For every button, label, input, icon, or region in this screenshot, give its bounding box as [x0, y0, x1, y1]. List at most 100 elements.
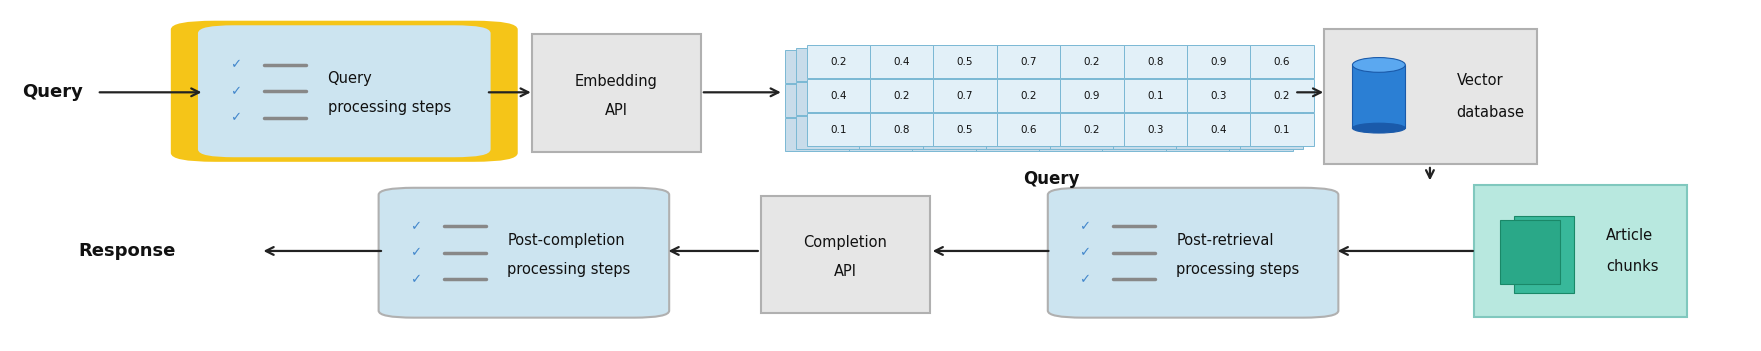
- FancyBboxPatch shape: [1352, 65, 1405, 128]
- FancyBboxPatch shape: [1166, 118, 1229, 151]
- FancyBboxPatch shape: [1102, 50, 1166, 83]
- FancyBboxPatch shape: [933, 113, 997, 146]
- FancyBboxPatch shape: [785, 50, 849, 83]
- Text: 0.8: 0.8: [1146, 57, 1164, 67]
- Text: Article: Article: [1606, 228, 1654, 243]
- Text: ✓: ✓: [231, 85, 241, 98]
- FancyBboxPatch shape: [933, 79, 997, 112]
- FancyBboxPatch shape: [976, 84, 1039, 117]
- FancyBboxPatch shape: [1039, 84, 1102, 117]
- FancyBboxPatch shape: [986, 48, 1050, 81]
- Text: 0.1: 0.1: [1273, 125, 1291, 135]
- Ellipse shape: [1352, 58, 1405, 72]
- FancyBboxPatch shape: [1500, 220, 1560, 284]
- FancyBboxPatch shape: [986, 82, 1050, 115]
- FancyBboxPatch shape: [849, 50, 912, 83]
- FancyBboxPatch shape: [1176, 82, 1240, 115]
- FancyBboxPatch shape: [1474, 185, 1687, 317]
- FancyBboxPatch shape: [976, 118, 1039, 151]
- FancyBboxPatch shape: [1113, 82, 1176, 115]
- Text: Response: Response: [77, 242, 176, 260]
- Text: database: database: [1456, 105, 1525, 120]
- FancyBboxPatch shape: [1102, 118, 1166, 151]
- FancyBboxPatch shape: [1240, 116, 1303, 149]
- Ellipse shape: [1352, 123, 1405, 133]
- FancyBboxPatch shape: [1187, 45, 1250, 78]
- FancyBboxPatch shape: [785, 118, 849, 151]
- Text: 0.4: 0.4: [1210, 125, 1227, 135]
- Text: 0.3: 0.3: [1146, 125, 1164, 135]
- FancyBboxPatch shape: [379, 188, 669, 318]
- FancyBboxPatch shape: [1166, 50, 1229, 83]
- FancyBboxPatch shape: [997, 45, 1060, 78]
- FancyBboxPatch shape: [1176, 116, 1240, 149]
- Text: 0.1: 0.1: [829, 125, 847, 135]
- Text: 0.2: 0.2: [893, 91, 910, 101]
- FancyBboxPatch shape: [1113, 48, 1176, 81]
- FancyBboxPatch shape: [796, 82, 859, 115]
- Text: Post-retrieval: Post-retrieval: [1176, 233, 1273, 247]
- FancyBboxPatch shape: [761, 196, 930, 313]
- Text: 0.6: 0.6: [1273, 57, 1291, 67]
- Text: Query: Query: [1023, 170, 1079, 188]
- FancyBboxPatch shape: [796, 116, 859, 149]
- Text: 0.5: 0.5: [956, 125, 974, 135]
- FancyBboxPatch shape: [849, 84, 912, 117]
- FancyBboxPatch shape: [859, 48, 923, 81]
- FancyBboxPatch shape: [199, 26, 490, 156]
- FancyBboxPatch shape: [870, 113, 933, 146]
- Text: 0.2: 0.2: [1020, 91, 1037, 101]
- Text: 0.9: 0.9: [1083, 91, 1101, 101]
- Text: Completion: Completion: [803, 236, 888, 250]
- FancyBboxPatch shape: [912, 118, 976, 151]
- FancyBboxPatch shape: [1060, 79, 1124, 112]
- Text: processing steps: processing steps: [1176, 261, 1300, 277]
- Text: 0.6: 0.6: [1020, 125, 1037, 135]
- FancyBboxPatch shape: [1514, 216, 1574, 293]
- Text: ✓: ✓: [1079, 273, 1090, 286]
- Text: 0.7: 0.7: [1020, 57, 1037, 67]
- Text: ✓: ✓: [410, 246, 421, 259]
- Text: API: API: [604, 103, 629, 118]
- FancyBboxPatch shape: [1229, 84, 1293, 117]
- FancyBboxPatch shape: [796, 48, 859, 81]
- FancyBboxPatch shape: [859, 116, 923, 149]
- Text: 0.2: 0.2: [829, 57, 847, 67]
- FancyBboxPatch shape: [1050, 82, 1113, 115]
- FancyBboxPatch shape: [1229, 118, 1293, 151]
- Text: processing steps: processing steps: [507, 261, 630, 277]
- Text: 0.2: 0.2: [1083, 57, 1101, 67]
- FancyBboxPatch shape: [997, 79, 1060, 112]
- FancyBboxPatch shape: [870, 45, 933, 78]
- FancyBboxPatch shape: [807, 79, 870, 112]
- FancyBboxPatch shape: [1166, 84, 1229, 117]
- Text: chunks: chunks: [1606, 259, 1659, 274]
- FancyBboxPatch shape: [1250, 79, 1314, 112]
- FancyBboxPatch shape: [1324, 29, 1537, 164]
- FancyBboxPatch shape: [1124, 79, 1187, 112]
- Text: Post-completion: Post-completion: [507, 233, 625, 247]
- FancyBboxPatch shape: [1250, 113, 1314, 146]
- FancyBboxPatch shape: [976, 50, 1039, 83]
- FancyBboxPatch shape: [1229, 50, 1293, 83]
- FancyBboxPatch shape: [1176, 48, 1240, 81]
- FancyBboxPatch shape: [859, 82, 923, 115]
- FancyBboxPatch shape: [1102, 84, 1166, 117]
- FancyBboxPatch shape: [849, 118, 912, 151]
- FancyBboxPatch shape: [1250, 45, 1314, 78]
- FancyBboxPatch shape: [1048, 188, 1338, 318]
- FancyBboxPatch shape: [1124, 45, 1187, 78]
- Text: ✓: ✓: [231, 111, 241, 124]
- FancyBboxPatch shape: [1060, 113, 1124, 146]
- FancyBboxPatch shape: [807, 113, 870, 146]
- Text: 0.1: 0.1: [1146, 91, 1164, 101]
- Text: 0.7: 0.7: [956, 91, 974, 101]
- Text: API: API: [833, 264, 858, 279]
- FancyBboxPatch shape: [532, 34, 701, 152]
- FancyBboxPatch shape: [1187, 113, 1250, 146]
- FancyBboxPatch shape: [912, 50, 976, 83]
- FancyBboxPatch shape: [1113, 116, 1176, 149]
- Text: 0.5: 0.5: [956, 57, 974, 67]
- FancyBboxPatch shape: [923, 116, 986, 149]
- FancyBboxPatch shape: [1050, 116, 1113, 149]
